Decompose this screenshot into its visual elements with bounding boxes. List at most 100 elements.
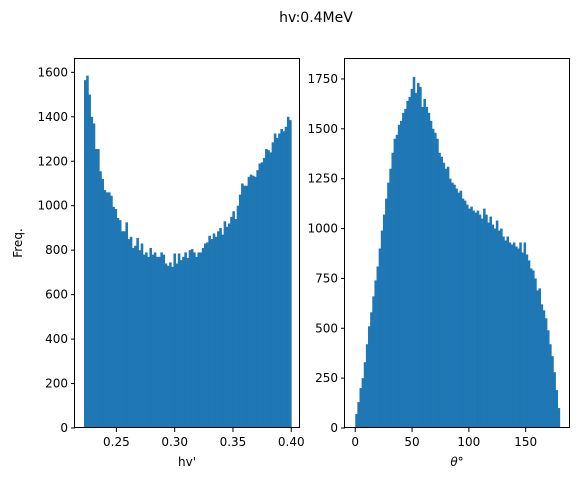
right-histogram-bar xyxy=(408,96,412,429)
left-histogram-bar xyxy=(142,254,146,428)
right-histogram-bar xyxy=(431,128,435,428)
left-histogram-bar xyxy=(225,226,229,428)
left-histogram-bar xyxy=(86,75,89,429)
left-x-tick-label: 0.30 xyxy=(161,435,188,449)
right-histogram-bar xyxy=(417,82,420,428)
right-x-tick-label: 0 xyxy=(351,435,359,449)
left-histogram-bar xyxy=(210,239,214,428)
left-histogram-bar xyxy=(97,149,100,428)
left-histogram-bar xyxy=(140,243,144,428)
left-axes-frame xyxy=(74,58,300,428)
right-histogram-bar xyxy=(540,304,544,428)
left-histogram-bar xyxy=(195,256,198,428)
left-histogram-bar xyxy=(160,252,163,428)
left-histogram-bar xyxy=(278,133,281,428)
right-histogram-bar xyxy=(423,98,426,428)
right-histogram-bar xyxy=(512,242,516,428)
right-histogram-bar xyxy=(438,152,441,428)
left-histogram-bar xyxy=(188,250,192,428)
left-histogram-bar xyxy=(282,131,286,429)
left-histogram-bar xyxy=(247,176,251,428)
left-histogram-bar xyxy=(234,219,238,428)
left-histogram-bar xyxy=(238,194,242,428)
right-histogram-bar xyxy=(376,266,380,428)
left-histogram-bar xyxy=(249,174,253,428)
right-histogram-bar xyxy=(508,242,512,428)
left-histogram-bar xyxy=(179,260,183,428)
right-histogram-bar xyxy=(489,216,492,428)
right-histogram-bar xyxy=(363,362,367,428)
left-histogram-bar xyxy=(147,256,150,428)
left-histogram-bar xyxy=(112,206,115,428)
left-y-axis-ticks: 0 200 400 600 800 1000 1200 1400 1600 xyxy=(37,65,75,435)
right-histogram-bar xyxy=(502,236,505,428)
left-histogram-bar xyxy=(99,171,102,428)
left-histogram-bar xyxy=(203,243,207,428)
left-histogram-bars xyxy=(83,75,292,429)
left-histogram-bar xyxy=(114,209,118,428)
left-histogram-bar xyxy=(94,149,98,428)
left-histogram-bar xyxy=(243,185,246,428)
right-histogram-bar xyxy=(478,214,482,428)
right-histogram-bar xyxy=(378,248,382,428)
right-histogram-bar xyxy=(361,378,365,428)
right-histogram-bar xyxy=(414,92,418,428)
right-histogram-bar xyxy=(497,230,501,428)
right-histogram-bar xyxy=(389,168,392,428)
right-y-tick-label: 250 xyxy=(315,371,338,385)
left-histogram-bar xyxy=(262,157,266,429)
right-histogram-bar xyxy=(472,210,475,428)
right-histogram-bar xyxy=(476,210,480,428)
right-histogram-bar xyxy=(355,414,358,428)
right-histogram-bar xyxy=(436,138,439,428)
left-y-tick-label: 1200 xyxy=(37,154,68,168)
right-histogram-bar xyxy=(532,270,535,428)
left-histogram-bar xyxy=(103,190,107,428)
right-histogram-bar xyxy=(410,88,414,429)
left-histogram-bar xyxy=(131,247,135,428)
left-histogram-bar xyxy=(175,263,179,428)
left-histogram-bar xyxy=(286,116,290,429)
right-histogram-bar xyxy=(402,112,405,428)
right-histogram-bar xyxy=(491,224,495,428)
left-histogram-bar xyxy=(125,222,129,428)
left-histogram-bar xyxy=(116,217,120,428)
right-histogram-bar xyxy=(551,356,554,428)
left-histogram-bar xyxy=(273,133,277,428)
right-histogram-bar xyxy=(442,162,446,428)
right-histogram-bar xyxy=(425,106,429,429)
left-histogram-bar xyxy=(227,223,231,428)
left-x-axis-ticks: 0.25 0.30 0.35 0.40 xyxy=(103,428,305,449)
right-histogram-bar xyxy=(412,76,416,428)
left-histogram-bar xyxy=(251,175,255,428)
left-histogram-bar xyxy=(164,263,168,428)
right-histogram-bar xyxy=(457,192,461,428)
left-histogram-bar xyxy=(199,252,203,428)
left-histogram-bar xyxy=(129,236,133,428)
right-histogram-bar xyxy=(404,108,407,429)
right-histogram-bar xyxy=(515,246,518,428)
left-histogram-bar xyxy=(256,170,259,428)
left-histogram-bar xyxy=(265,149,268,428)
right-y-tick-label: 1000 xyxy=(307,222,338,236)
left-histogram-bar xyxy=(284,126,288,429)
left-x-tick-label: 0.25 xyxy=(103,435,130,449)
right-x-tick-label: 100 xyxy=(457,435,480,449)
right-y-tick-label: 750 xyxy=(315,271,338,285)
right-histogram-bar xyxy=(555,390,559,428)
right-histogram-bar xyxy=(525,254,529,428)
right-histogram-bar xyxy=(385,198,388,428)
left-histogram-bar xyxy=(83,80,87,429)
left-histogram-bar xyxy=(136,237,139,428)
right-histogram-bar xyxy=(421,106,424,429)
left-histogram-bar xyxy=(236,205,240,428)
right-histogram-bar xyxy=(453,184,456,428)
right-histogram-bar xyxy=(542,310,546,428)
left-histogram-bar xyxy=(280,129,283,428)
right-histogram-bar xyxy=(493,228,497,428)
left-histogram-bar xyxy=(193,252,196,428)
right-histogram-bar xyxy=(374,280,377,428)
right-x-tick-label: 50 xyxy=(404,435,419,449)
right-histogram-bar xyxy=(387,182,390,428)
right-histogram-bar xyxy=(500,228,503,428)
